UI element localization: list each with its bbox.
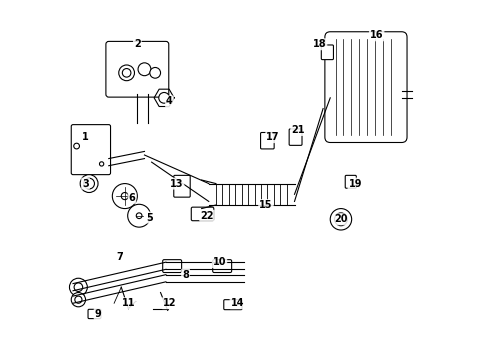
Text: 18: 18 [312, 39, 325, 49]
Text: 5: 5 [146, 212, 153, 222]
Text: 19: 19 [348, 179, 361, 189]
FancyBboxPatch shape [288, 129, 302, 145]
Circle shape [149, 67, 160, 78]
FancyBboxPatch shape [224, 300, 242, 310]
Circle shape [119, 65, 134, 81]
FancyBboxPatch shape [212, 260, 231, 273]
Circle shape [99, 162, 103, 166]
Circle shape [138, 63, 151, 76]
Circle shape [136, 213, 142, 219]
Text: 7: 7 [116, 252, 122, 262]
FancyBboxPatch shape [321, 45, 333, 60]
Circle shape [112, 184, 137, 208]
Text: 20: 20 [333, 214, 347, 224]
FancyBboxPatch shape [345, 175, 356, 188]
FancyBboxPatch shape [106, 41, 168, 97]
Text: 15: 15 [259, 200, 272, 210]
Circle shape [122, 68, 131, 77]
Circle shape [69, 278, 87, 296]
FancyBboxPatch shape [173, 175, 190, 197]
FancyBboxPatch shape [260, 132, 274, 149]
Circle shape [74, 143, 80, 149]
Text: 21: 21 [291, 125, 304, 135]
Text: 4: 4 [166, 96, 172, 107]
Text: 6: 6 [128, 193, 135, 203]
Text: 10: 10 [212, 257, 226, 267]
Circle shape [334, 213, 346, 226]
Circle shape [159, 93, 169, 103]
Text: 14: 14 [230, 298, 244, 308]
FancyBboxPatch shape [163, 260, 181, 273]
Circle shape [71, 293, 85, 307]
Text: 3: 3 [82, 179, 89, 189]
Text: 9: 9 [95, 309, 101, 319]
Text: 16: 16 [369, 30, 383, 40]
FancyBboxPatch shape [324, 32, 406, 143]
Circle shape [329, 208, 351, 230]
FancyBboxPatch shape [191, 207, 213, 221]
Circle shape [74, 283, 82, 292]
Text: 13: 13 [169, 179, 183, 189]
FancyBboxPatch shape [71, 125, 110, 175]
Text: 17: 17 [266, 132, 279, 142]
Circle shape [83, 178, 94, 189]
Text: 8: 8 [182, 270, 188, 280]
Text: 2: 2 [134, 39, 141, 49]
Circle shape [80, 175, 98, 193]
Text: 11: 11 [122, 298, 135, 308]
Circle shape [127, 204, 150, 227]
Circle shape [121, 193, 128, 200]
Circle shape [75, 296, 82, 303]
FancyBboxPatch shape [88, 309, 101, 319]
Text: 12: 12 [163, 298, 176, 308]
Text: 1: 1 [82, 132, 89, 142]
Text: 22: 22 [200, 211, 213, 221]
